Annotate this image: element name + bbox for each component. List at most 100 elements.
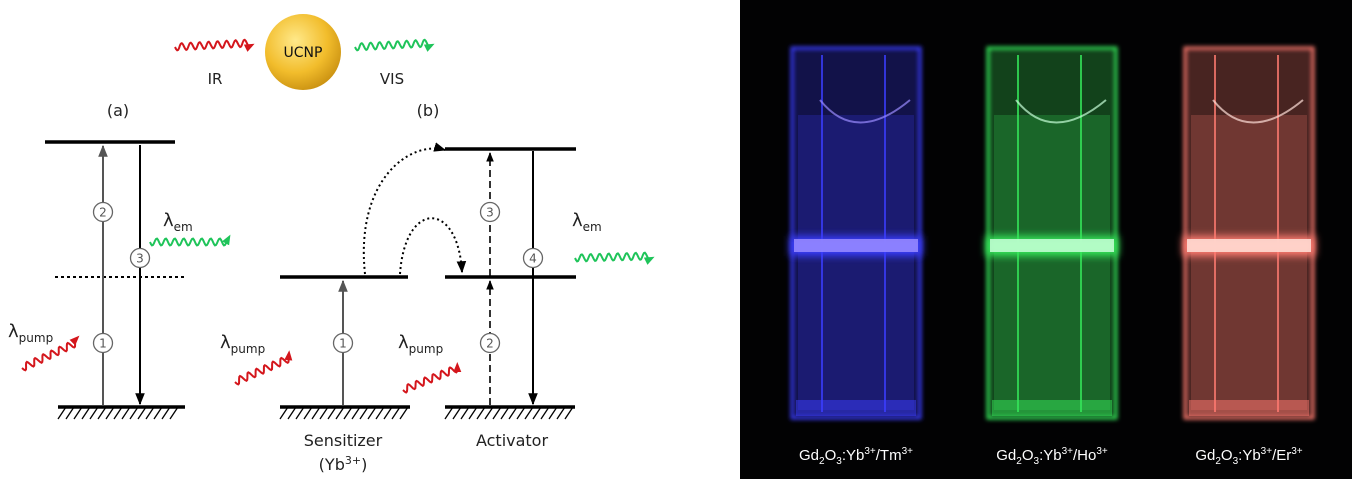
panel-label: (b) (417, 101, 440, 120)
photon (150, 239, 228, 246)
pump-label: λpump (220, 332, 265, 356)
photon (175, 40, 250, 51)
hatch (170, 407, 178, 419)
liquid (798, 115, 914, 410)
hatch (154, 407, 162, 419)
hatch (280, 407, 288, 419)
hatch (106, 407, 114, 419)
caption-text: O (825, 447, 837, 464)
caption-text: :Yb (842, 447, 865, 464)
symbol: λ (572, 210, 583, 231)
symbol: λ (163, 210, 174, 231)
figure: UCNP IR VIS (a) (b) Sensitizer (Yb3+) Ac… (0, 0, 1352, 479)
caption-text: /Ho (1073, 447, 1096, 464)
caption-text: /Tm (876, 447, 902, 464)
hatch (509, 407, 517, 419)
hatch (376, 407, 384, 419)
hatch (66, 407, 74, 419)
cuvette-base (992, 400, 1112, 416)
hatch (469, 407, 477, 419)
hatch (296, 407, 304, 419)
photon (403, 367, 457, 393)
pump-label: λpump (398, 332, 443, 356)
liquid (1191, 115, 1307, 410)
charge: 3+ (345, 454, 361, 467)
hatch (162, 407, 170, 419)
symbol: λ (398, 332, 409, 353)
hatch (541, 407, 549, 419)
hatch (312, 407, 320, 419)
subscript: em (174, 220, 193, 234)
hatch (320, 407, 328, 419)
energy-transfer (400, 218, 462, 274)
sample-caption: Gd2O3:Yb3+/Er3+ (1195, 446, 1302, 467)
step-number: 4 (529, 252, 537, 266)
hatch (288, 407, 296, 419)
pump-label: λpump (8, 321, 53, 345)
bracket: ) (361, 455, 367, 474)
subscript: pump (19, 331, 54, 345)
energy-transfer (364, 149, 445, 274)
hatch (368, 407, 376, 419)
hatch (138, 407, 146, 419)
caption-text: Gd (1195, 447, 1215, 464)
activator-label: Activator (476, 431, 549, 450)
sensitizer-ion: (Yb3+) (319, 454, 368, 474)
hatch (533, 407, 541, 419)
hatch (525, 407, 533, 419)
ion: (Yb (319, 455, 345, 474)
hatch (98, 407, 106, 419)
step-number: 1 (339, 337, 347, 351)
caption-text: /Er (1272, 447, 1291, 464)
hatch (517, 407, 525, 419)
liquid (994, 115, 1110, 410)
symbol: λ (220, 332, 231, 353)
hatch (445, 407, 453, 419)
superscript: 3+ (1096, 446, 1108, 457)
hatch (328, 407, 336, 419)
superscript: 3+ (864, 446, 876, 457)
hatch (557, 407, 565, 419)
emission-label: λem (163, 210, 193, 234)
hatch (485, 407, 493, 419)
photon (575, 253, 650, 262)
caption-text: O (1221, 447, 1233, 464)
hatch (146, 407, 154, 419)
hatch (304, 407, 312, 419)
cuvette-base (1189, 400, 1309, 416)
input-label: IR (208, 70, 223, 88)
hatch (453, 407, 461, 419)
caption-text: Gd (799, 447, 819, 464)
subscript: pump (231, 342, 266, 356)
hatch (114, 407, 122, 419)
photon (355, 40, 430, 51)
hatch (400, 407, 408, 419)
superscript: 3+ (902, 446, 914, 457)
sample-caption: Gd2O3:Yb3+/Tm3+ (799, 446, 913, 467)
caption-text: Gd (996, 447, 1016, 464)
symbol: λ (8, 321, 19, 342)
output-label: VIS (380, 70, 404, 88)
hatch (58, 407, 66, 419)
hatch (501, 407, 509, 419)
superscript: 3+ (1291, 446, 1303, 457)
step-number: 3 (136, 252, 144, 266)
caption-text: :Yb (1238, 447, 1261, 464)
sample-caption: Gd2O3:Yb3+/Ho3+ (996, 446, 1108, 467)
sensitizer-label: Sensitizer (304, 431, 383, 450)
hatch (82, 407, 90, 419)
hatch (493, 407, 501, 419)
cuvette-base (796, 400, 916, 416)
hatch (565, 407, 573, 419)
hatch (122, 407, 130, 419)
hatch (90, 407, 98, 419)
superscript: 3+ (1261, 446, 1273, 457)
beam (794, 239, 918, 252)
panel-label: (a) (107, 101, 129, 120)
hatch (384, 407, 392, 419)
hatch (344, 407, 352, 419)
hatch (352, 407, 360, 419)
particle-label: UCNP (284, 45, 323, 61)
hatch (477, 407, 485, 419)
step-number: 2 (486, 337, 494, 351)
